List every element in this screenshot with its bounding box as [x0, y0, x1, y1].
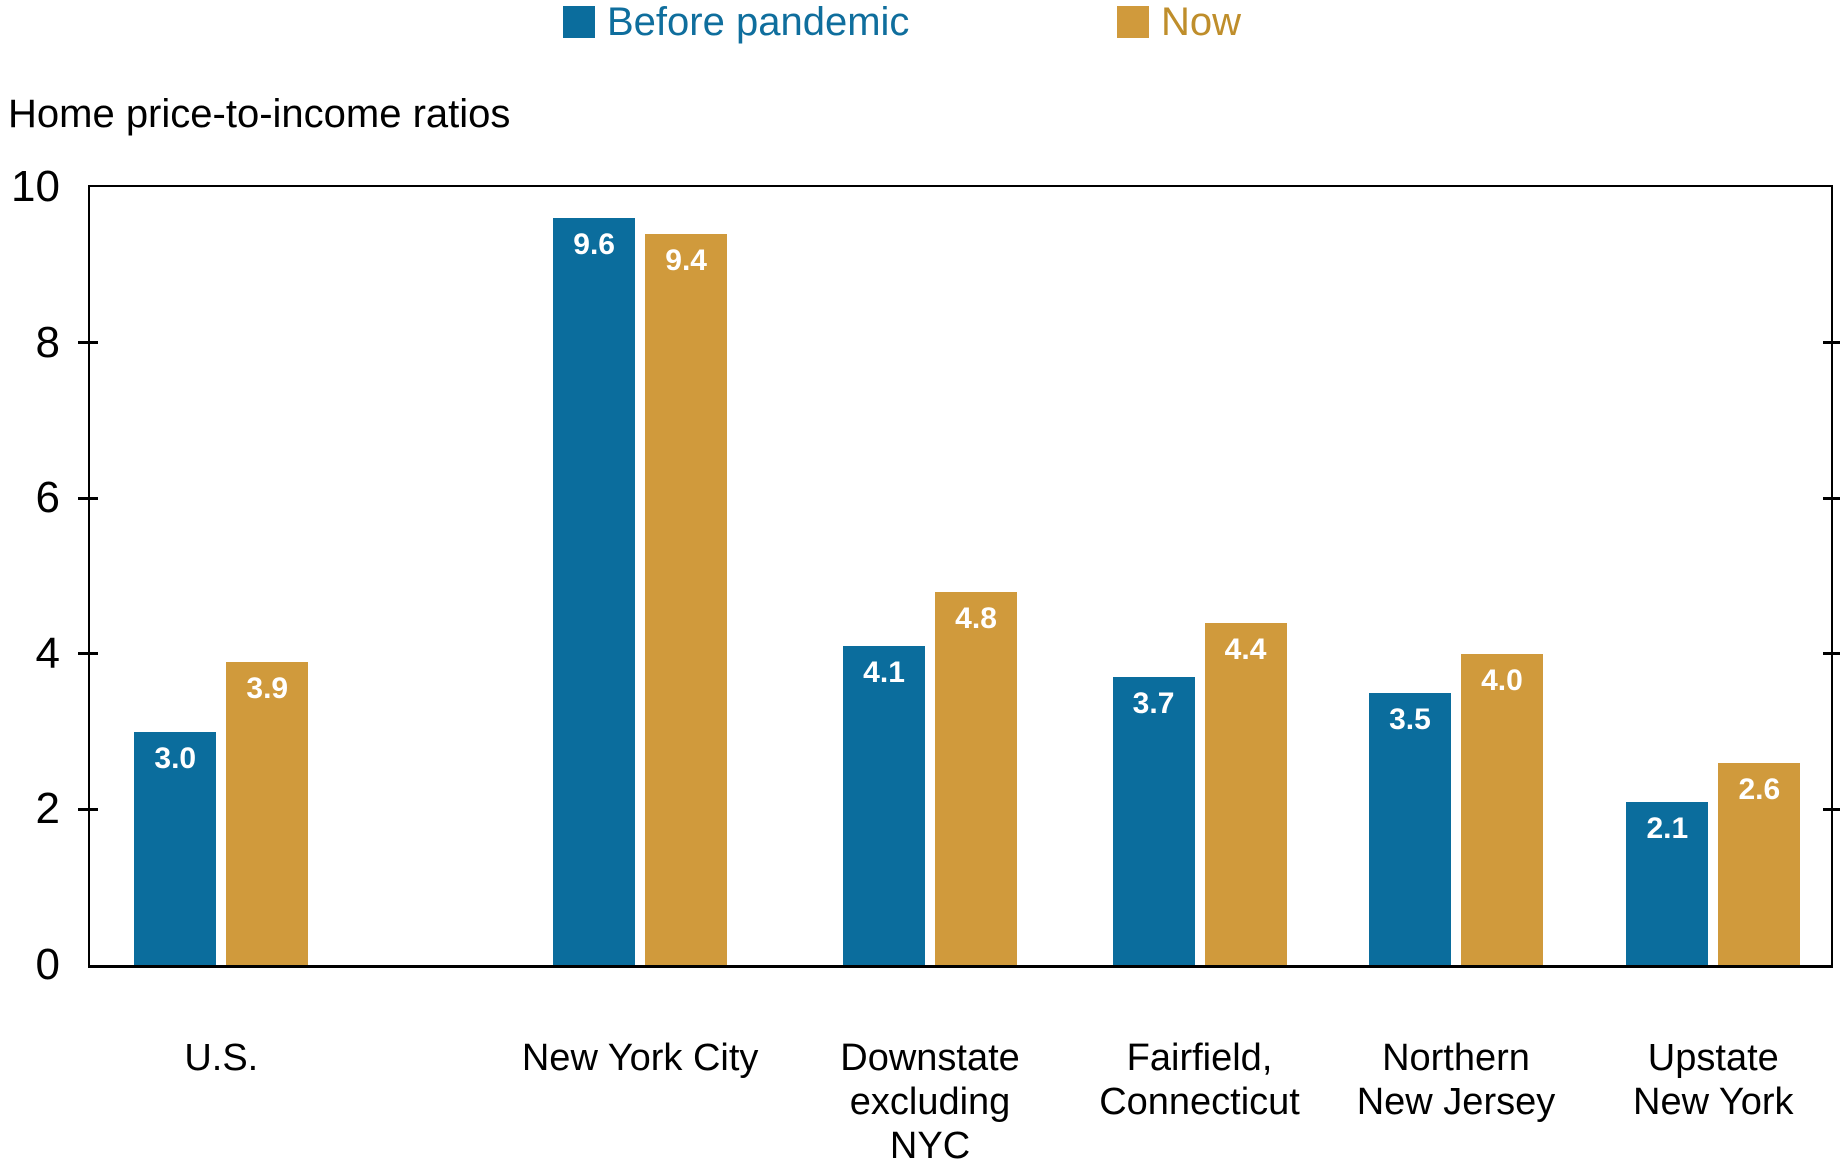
y-tick-label: 0 [35, 940, 60, 989]
bar-before: 3.7 [1112, 677, 1195, 965]
bar-before: 2.1 [1626, 801, 1709, 965]
legend-swatch-icon [563, 6, 595, 38]
category-label-line: New York City [521, 1037, 759, 1079]
bar-before: 9.6 [553, 218, 636, 965]
axis-tick-right [1823, 652, 1840, 656]
bar-before: 4.1 [843, 646, 926, 965]
bar-now: 3.9 [226, 661, 309, 965]
category-label-line: Connecticut [1099, 1081, 1300, 1123]
bar-value-label: 4.4 [1224, 632, 1267, 666]
legend-item: Now [1117, 0, 1241, 44]
axis-tick-right [1823, 496, 1840, 500]
axis-tick-left [78, 807, 98, 811]
bar-value-label: 4.1 [863, 656, 905, 690]
bar-value-label: 2.6 [1738, 772, 1781, 806]
bar-value-label: 3.9 [246, 671, 289, 705]
bar-now: 4.0 [1460, 653, 1543, 965]
bar-value-label: 3.0 [154, 741, 197, 775]
category-label: Northern New Jersey [1357, 1036, 1556, 1124]
bar-value-label: 9.6 [573, 228, 615, 262]
category-label-line: Northern [1382, 1037, 1530, 1079]
category-label-line: NYC [889, 1125, 971, 1167]
chart-title: Home price-to-income ratios [8, 92, 511, 136]
legend-label: Before pandemic [607, 0, 910, 44]
y-tick-label: 8 [35, 317, 60, 367]
category-label: Fairfield, Connecticut [1099, 1036, 1300, 1124]
axis-tick-right [1823, 341, 1840, 345]
bar-now: 9.4 [645, 233, 728, 965]
category-label: Downstate excluding NYC [840, 1036, 1020, 1168]
bar-now: 4.4 [1204, 622, 1287, 965]
axis-tick-left [78, 652, 98, 656]
axis-tick-right [1823, 807, 1840, 811]
plot-area: 3.0 3.9 9.6 9.4 4.1 4.8 3.7 4.4 3.5 4.0 2.1 2.6 [78, 185, 1840, 968]
category-label: Upstate New York [1633, 1036, 1794, 1124]
bar-value-label: 9.4 [665, 243, 707, 277]
bar-now: 4.8 [935, 591, 1018, 965]
category-label-line: New York [1633, 1081, 1794, 1123]
legend-label: Now [1161, 0, 1242, 44]
category-label-line: Upstate [1647, 1037, 1779, 1079]
bar-value-label: 3.7 [1132, 687, 1175, 721]
category-label-line: New Jersey [1356, 1081, 1556, 1123]
bar-value-label: 4.0 [1481, 663, 1523, 697]
category-label-line: Downstate [840, 1037, 1020, 1079]
y-tick-label: 4 [35, 628, 60, 678]
bar-value-label: 2.1 [1646, 811, 1689, 845]
axis-tick-left [78, 496, 98, 500]
legend-swatch-icon [1117, 6, 1149, 38]
bar-before: 3.5 [1368, 692, 1451, 965]
category-label: New York City [522, 1036, 759, 1080]
category-label-line: excluding [849, 1081, 1011, 1123]
axis-tick-left [78, 341, 98, 345]
y-tick-label: 6 [35, 473, 60, 523]
y-tick-label: 2 [35, 784, 60, 834]
bar-before: 3.0 [134, 731, 217, 965]
bar-now: 2.6 [1718, 762, 1801, 965]
category-label-line: Fairfield, [1126, 1037, 1273, 1079]
y-tick-label: 10 [11, 162, 60, 211]
category-label: U.S. [184, 1036, 258, 1080]
category-label-line: U.S. [184, 1037, 259, 1079]
legend-item: Before pandemic [563, 0, 909, 44]
bar-value-label: 3.5 [1389, 702, 1431, 736]
bar-value-label: 4.8 [955, 601, 997, 635]
